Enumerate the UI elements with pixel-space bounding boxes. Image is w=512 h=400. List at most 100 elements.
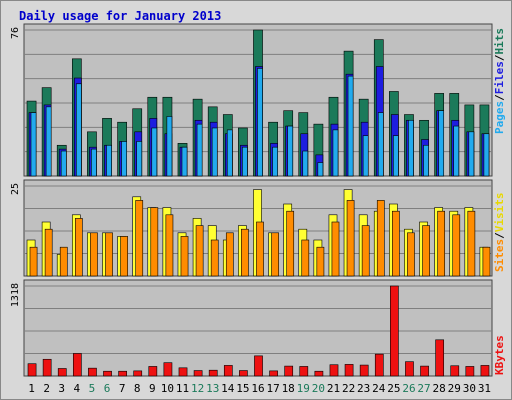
x-tick-label: 5 [89, 382, 96, 395]
x-tick-label: 8 [134, 382, 141, 395]
x-tick-label: 20 [312, 382, 325, 395]
bar-sites-day-17 [271, 232, 279, 277]
bar-pages-day-24 [377, 112, 384, 177]
bar-sites-day-15 [241, 228, 249, 277]
x-tick-label: 18 [282, 382, 295, 395]
bar-sites-day-14 [225, 232, 234, 277]
x-tick-label: 7 [119, 382, 126, 395]
bar-pages-day-31 [483, 133, 490, 177]
bar-pages-day-13 [211, 127, 218, 177]
bar-pages-day-5 [91, 148, 97, 177]
legend-pages: Pages [493, 101, 506, 134]
bar-sites-day-11 [180, 236, 189, 277]
bar-sites-day-4 [74, 218, 83, 277]
bar-kbytes-day-18 [284, 365, 294, 377]
bar-kbytes-day-8 [133, 370, 143, 377]
middle-ymax-label: 25 [10, 183, 21, 195]
bar-pages-day-26 [408, 119, 414, 177]
bar-sites-day-19 [301, 239, 310, 277]
x-tick-label: 16 [251, 382, 264, 395]
bar-sites-day-18 [286, 210, 295, 277]
middle-panel-bars [26, 189, 491, 277]
bar-pages-day-27 [423, 144, 429, 177]
bar-kbytes-day-31 [480, 365, 490, 377]
bar-pages-day-22 [347, 75, 354, 177]
bar-sites-day-3 [59, 246, 68, 277]
bar-sites-day-16 [256, 221, 264, 277]
bar-kbytes-day-25 [390, 285, 399, 377]
bar-kbytes-day-26 [405, 361, 414, 377]
bar-pages-day-12 [196, 123, 203, 177]
bar-kbytes-day-4 [72, 353, 82, 377]
bottom-ymax-label: 1318 [10, 283, 21, 307]
x-tick-label: 25 [387, 382, 400, 395]
bar-pages-day-7 [121, 141, 127, 177]
legend-sep-3: / [493, 232, 506, 239]
x-tick-label: 30 [463, 382, 476, 395]
bar-kbytes-day-27 [420, 365, 429, 377]
bar-kbytes-day-22 [344, 364, 354, 377]
bar-kbytes-day-7 [118, 370, 127, 377]
bar-pages-day-2 [45, 106, 52, 177]
bar-kbytes-day-20 [314, 370, 324, 377]
bar-sites-day-30 [467, 210, 476, 277]
top-right-legend: Pages/Files/Hits [493, 28, 506, 134]
x-tick-label: 14 [221, 382, 235, 395]
bar-kbytes-day-28 [435, 339, 445, 377]
bar-kbytes-day-2 [42, 358, 52, 377]
bar-pages-day-11 [181, 146, 188, 177]
bar-kbytes-day-1 [27, 363, 37, 377]
legend-visits: Visits [493, 193, 506, 233]
x-tick-label: 13 [206, 382, 219, 395]
x-tick-label: 23 [357, 382, 370, 395]
bar-kbytes-day-16 [254, 355, 263, 377]
x-tick-label: 26 [402, 382, 415, 395]
bar-pages-day-29 [453, 125, 460, 177]
x-tick-label: 2 [43, 382, 50, 395]
legend-kbytes: KBytes [493, 335, 506, 375]
bottom-right-legend: KBytes [493, 335, 506, 375]
bar-pages-day-20 [317, 162, 324, 177]
x-tick-label: 10 [161, 382, 174, 395]
bar-kbytes-day-6 [103, 370, 112, 377]
bar-pages-day-16 [257, 68, 263, 177]
bar-kbytes-day-3 [57, 368, 67, 377]
bar-pages-day-28 [438, 110, 445, 177]
bar-pages-day-15 [242, 146, 248, 177]
middle-right-legend: Sites/Visits [493, 193, 506, 273]
bar-sites-day-23 [361, 225, 370, 277]
bar-sites-day-7 [120, 236, 128, 277]
bar-kbytes-day-13 [208, 369, 218, 377]
bar-pages-day-30 [468, 131, 475, 177]
bar-kbytes-day-29 [450, 365, 460, 377]
bar-kbytes-day-21 [329, 364, 339, 377]
bar-pages-day-23 [362, 135, 369, 177]
x-tick-label: 21 [327, 382, 340, 395]
bar-sites-day-28 [437, 210, 446, 277]
bar-sites-day-13 [210, 239, 219, 277]
x-tick-label: 17 [266, 382, 279, 395]
bar-kbytes-day-23 [359, 364, 369, 377]
legend-sites: Sites [493, 239, 506, 272]
bar-sites-day-26 [407, 232, 415, 277]
bar-sites-day-29 [452, 214, 461, 277]
bar-pages-day-10 [166, 116, 173, 177]
bar-sites-day-10 [165, 214, 174, 277]
x-tick-label: 19 [297, 382, 310, 395]
bar-kbytes-day-24 [374, 353, 384, 377]
bar-sites-day-2 [44, 228, 53, 277]
legend-hits: Hits [493, 28, 506, 55]
bar-pages-day-19 [302, 150, 309, 177]
bar-kbytes-day-9 [148, 366, 158, 377]
bar-sites-day-9 [150, 207, 159, 277]
bar-sites-day-6 [105, 232, 113, 277]
bar-sites-day-12 [195, 225, 204, 277]
bar-sites-day-27 [422, 225, 430, 277]
bar-kbytes-day-14 [223, 365, 233, 377]
bar-kbytes-day-15 [239, 370, 248, 377]
x-tick-label: 29 [448, 382, 461, 395]
x-tick-label: 4 [74, 382, 81, 395]
bar-pages-day-6 [106, 144, 112, 177]
legend-files: Files [493, 61, 506, 94]
